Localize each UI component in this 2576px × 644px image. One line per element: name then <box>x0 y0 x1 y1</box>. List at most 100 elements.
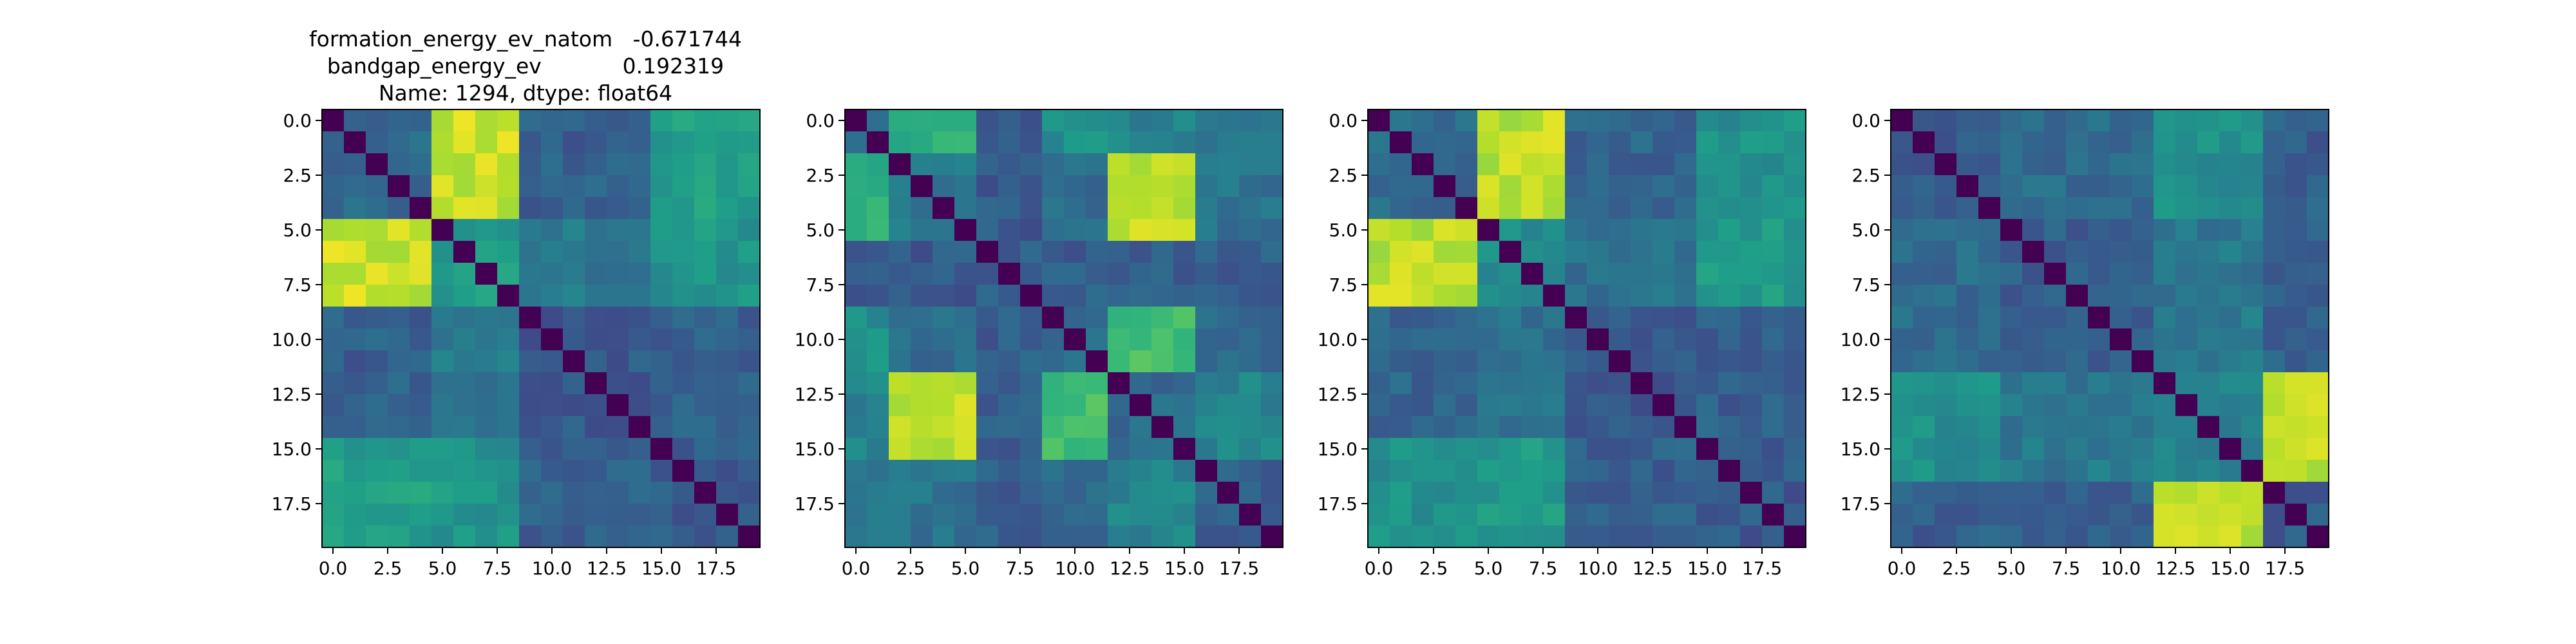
heatmap-cell <box>2022 197 2045 220</box>
heatmap-cell <box>2219 307 2242 329</box>
heatmap-cell <box>1108 504 1130 526</box>
heatmap-cell <box>2241 307 2264 329</box>
heatmap-cell <box>954 372 977 395</box>
heatmap-cell <box>1151 350 1174 373</box>
heatmap-cell <box>954 307 977 329</box>
heatmap-cell <box>388 526 410 548</box>
heatmap-cell <box>2110 504 2132 526</box>
heatmap-cell <box>366 504 388 526</box>
heatmap-cell <box>1412 394 1434 417</box>
heatmap-cell <box>585 394 607 417</box>
heatmap-cell <box>1217 504 1240 526</box>
heatmap-cell <box>2154 153 2176 176</box>
heatmap-cell <box>1434 263 1456 285</box>
heatmap-cell <box>1064 438 1086 460</box>
heatmap-cell <box>1935 438 1957 460</box>
heatmap-cell <box>388 153 410 176</box>
heatmap-cell <box>431 197 454 220</box>
heatmap-cell <box>1674 285 1697 307</box>
heatmap-cell <box>1368 175 1390 198</box>
heatmap-cell <box>1173 285 1196 307</box>
heatmap-cell <box>1740 307 1763 329</box>
heatmap-cell <box>475 328 498 351</box>
heatmap-cell <box>1978 350 2001 373</box>
heatmap-cell <box>889 285 911 307</box>
heatmap-cell <box>650 153 673 176</box>
heatmap-cell <box>694 416 717 439</box>
heatmap-cell <box>933 263 955 285</box>
heatmap-cell <box>1130 219 1152 242</box>
heatmap-cell <box>1696 372 1719 395</box>
heatmap-cell <box>1412 131 1434 154</box>
heatmap-cell <box>738 526 761 548</box>
heatmap-cell <box>1499 438 1522 460</box>
heatmap-cell <box>541 285 564 307</box>
heatmap-cell <box>1368 460 1390 482</box>
heatmap-cell <box>1020 285 1043 307</box>
heatmap-cell <box>585 219 607 242</box>
heatmap-cell <box>519 263 542 285</box>
heatmap-cell <box>1499 153 1522 176</box>
heatmap-cell <box>1390 285 1412 307</box>
heatmap-cell <box>1674 526 1697 548</box>
heatmap-cell <box>1740 504 1763 526</box>
heatmap-cell <box>519 307 542 329</box>
heatmap-cell <box>1151 438 1174 460</box>
heatmap-cell <box>563 328 585 351</box>
heatmap-cell <box>954 219 977 242</box>
heatmap-cell <box>563 460 585 482</box>
heatmap-cell <box>431 416 454 439</box>
heatmap-cell <box>954 526 977 548</box>
heatmap-cell <box>1653 526 1675 548</box>
heatmap-cell <box>2219 460 2242 482</box>
heatmap-cell <box>1195 416 1218 439</box>
heatmap-cell <box>1696 416 1719 439</box>
heatmap-cell <box>1521 460 1544 482</box>
heatmap-cell <box>1674 504 1697 526</box>
heatmap-cell <box>585 241 607 263</box>
heatmap-cell <box>1587 175 1609 198</box>
y-tick-label: 10.0 <box>272 329 312 350</box>
heatmap-cell <box>2088 219 2110 242</box>
heatmap-cell <box>1455 438 1478 460</box>
heatmap-cell <box>1718 285 1741 307</box>
heatmap-cell <box>867 219 889 242</box>
heatmap-cell <box>344 526 366 548</box>
heatmap-cell <box>2175 153 2198 176</box>
heatmap-cell <box>2175 219 2198 242</box>
heatmap-cell <box>431 285 454 307</box>
heatmap-cell <box>1108 350 1130 373</box>
heatmap-cell <box>976 307 999 329</box>
heatmap-cell <box>1390 263 1412 285</box>
heatmap-panel-2: 0.0 2.5 5.0 7.5 10.0 12.5 15.0 17.50.02.55.07.5… <box>795 109 1283 579</box>
heatmap-cell <box>541 307 564 329</box>
heatmap-cell <box>889 350 911 373</box>
heatmap-cell <box>2110 175 2132 198</box>
heatmap-cell <box>1390 175 1412 198</box>
heatmap-cell <box>1891 307 1913 329</box>
heatmap-cell <box>1740 394 1763 417</box>
heatmap-cell <box>976 131 999 154</box>
heatmap-cell <box>911 460 933 482</box>
heatmap-cell <box>1368 153 1390 176</box>
heatmap-cell <box>1042 416 1065 439</box>
heatmap-cell <box>911 372 933 395</box>
heatmap-cell <box>410 109 432 132</box>
heatmap-cell <box>1173 175 1196 198</box>
heatmap-cell <box>2066 263 2088 285</box>
heatmap-cell <box>1565 460 1587 482</box>
heatmap-cell <box>694 285 717 307</box>
heatmap-cell <box>1740 241 1763 263</box>
heatmap-cell <box>1390 350 1412 373</box>
heatmap-cell <box>2241 109 2264 132</box>
heatmap-cell <box>1784 285 1806 307</box>
heatmap-cell <box>2154 350 2176 373</box>
heatmap-cell <box>1173 263 1196 285</box>
heatmap-cell <box>998 197 1021 220</box>
heatmap-cell <box>1455 350 1478 373</box>
heatmap-cell <box>1913 526 1935 548</box>
heatmap-cell <box>366 131 388 154</box>
heatmap-cell <box>2154 416 2176 439</box>
heatmap-cell <box>1020 438 1043 460</box>
heatmap-cell <box>1020 328 1043 351</box>
